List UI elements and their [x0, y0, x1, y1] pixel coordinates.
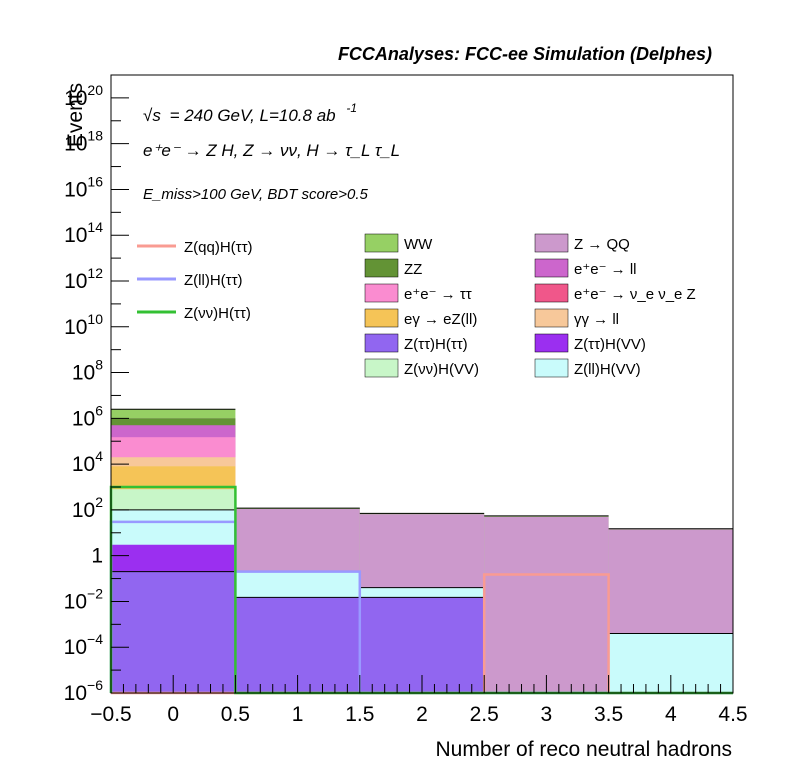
legend-swatch [364, 358, 399, 378]
x-tick-label: 0.5 [221, 703, 250, 726]
y-tick-label: 108 [72, 357, 103, 385]
x-tick-label: 0 [167, 703, 179, 726]
legend-swatch [364, 333, 399, 353]
y-tick-label: 1 [91, 545, 103, 568]
lumi-exponent: -1 [346, 101, 357, 115]
legend: Z(qq)H(ττ) Z(ll)H(ττ) Z(νν)H(ττ) WW ZZ e⁺e⁻ →… [137, 233, 696, 378]
legend-label: Z(ττ)H(ττ) [404, 336, 468, 353]
chart-header: FCCAnalyses: FCC-ee Simulation (Delphes) [338, 44, 712, 64]
x-tick-label: 2.5 [470, 703, 499, 726]
legend-label: γγ → ll [574, 311, 619, 328]
y-axis-label: Events [64, 83, 87, 147]
x-tick-label: 1.5 [345, 703, 374, 726]
annotation-energy: √s = 240 GeV, L=10.8 ab -1 [143, 101, 357, 125]
energy-lumi-label: = 240 GeV, L=10.8 ab [170, 106, 336, 125]
y-tick-label: 1016 [64, 173, 103, 201]
legend-swatch [534, 308, 569, 328]
annotation-process: e⁺e⁻ → Z H, Z → νν, H → τ_L τ_L [143, 141, 400, 160]
y-tick-label: 106 [72, 402, 103, 430]
axes: −0.5 0 0.5 1 1.5 2 2.5 3 3.5 4 4.5 10−6 10−4 10−2 1 102… [64, 74, 748, 726]
legend-label: WW [404, 236, 433, 253]
y-tick-label: 1012 [64, 265, 103, 293]
legend-swatch [364, 308, 399, 328]
legend-swatch [364, 283, 399, 303]
y-tick-label: 1018 [64, 128, 103, 156]
y-tick-label: 10−4 [64, 631, 104, 659]
x-tick-label: 2 [416, 703, 428, 726]
stack-total-outline [111, 408, 733, 530]
sqrt-s-label: √s [143, 106, 161, 125]
legend-signal-label: Z(ll)H(ττ) [184, 272, 243, 289]
legend-swatch [364, 233, 399, 253]
svg-text:√s = 240 GeV, L=10.8 ab: √s = 240 GeV, L=10.8 ab -1 [143, 101, 357, 125]
x-tick-label: 3.5 [594, 703, 623, 726]
y-tick-label: 1010 [64, 311, 103, 339]
legend-label: Z(νν)H(VV) [404, 361, 479, 378]
legend-label: ZZ [404, 261, 422, 278]
y-tick-label: 1020 [64, 82, 103, 110]
y-tick-label: 104 [72, 448, 103, 476]
legend-swatch [534, 333, 569, 353]
legend-signal-label: Z(qq)H(ττ) [184, 239, 253, 256]
y-tick-label: 1014 [64, 219, 103, 247]
legend-label: e⁺e⁻ → ll [574, 261, 637, 278]
x-tick-label: 4 [665, 703, 677, 726]
legend-swatch [364, 258, 399, 278]
x-tick-label: 4.5 [718, 703, 747, 726]
x-tick-label: 3 [541, 703, 553, 726]
y-tick-label: 10−6 [64, 677, 104, 705]
annotation-selection: E_miss>100 GeV, BDT score>0.5 [143, 186, 368, 203]
bar-z-qq-bin3 [484, 516, 609, 693]
y-tick-label: 102 [72, 494, 103, 522]
legend-swatch [534, 233, 569, 253]
legend-swatch [534, 358, 569, 378]
y-tick-label: 10−2 [64, 585, 104, 613]
x-tick-label: −0.5 [90, 703, 131, 726]
legend-label: Z → QQ [574, 236, 630, 253]
legend-label: Z(ll)H(VV) [574, 361, 641, 378]
x-tick-label: 1 [292, 703, 304, 726]
legend-swatch [534, 283, 569, 303]
layer-outline-ztautau [111, 571, 485, 598]
legend-signal-label: Z(νν)H(ττ) [184, 305, 251, 322]
legend-label: e⁺e⁻ → ττ [404, 286, 472, 303]
legend-label: e⁺e⁻ → ν_e ν_e Z [574, 286, 696, 303]
legend-label: Z(ττ)H(VV) [574, 336, 646, 353]
histogram-stack [111, 408, 733, 693]
legend-label: eγ → eZ(ll) [404, 311, 477, 328]
legend-swatch [534, 258, 569, 278]
bar-z-h--bin0 [111, 571, 236, 693]
x-axis-label: Number of reco neutral hadrons [436, 738, 733, 761]
